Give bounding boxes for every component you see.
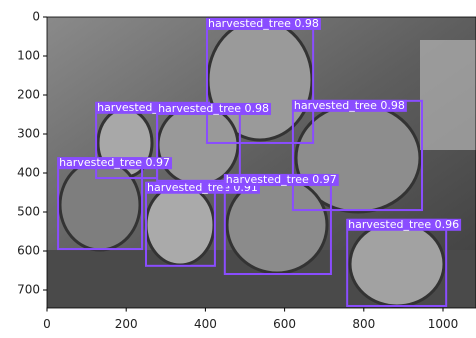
box-label: harvested_tree 0.97 (226, 173, 337, 186)
y-tick-label: 300 (17, 127, 40, 141)
y-tick-label: 500 (17, 205, 40, 219)
x-tick-label: 800 (352, 317, 375, 331)
y-tick-label: 400 (17, 166, 40, 180)
x-tick-label: 1000 (428, 317, 459, 331)
box-label: harvested_tree 0.98 (208, 17, 319, 30)
y-tick-label: 0 (32, 10, 40, 24)
x-tick-label: 600 (273, 317, 296, 331)
box-label: harvested_tree 0.98 (158, 102, 269, 115)
page: 0 200 400 600 800 1000 0 100 200 300 400 500 600 700 h… (0, 0, 476, 338)
x-tick-label: 200 (115, 317, 138, 331)
chart: 0 200 400 600 800 1000 0 100 200 300 400 500 600 700 h… (0, 0, 476, 338)
x-tick-label: 400 (194, 317, 217, 331)
box-label: harvested_tree 0.96 (348, 218, 459, 231)
y-tick-label: 100 (17, 49, 40, 63)
y-tick-label: 200 (17, 88, 40, 102)
box-label: harvested_tree 0.97 (59, 156, 170, 169)
x-tick-label: 0 (43, 317, 51, 331)
y-tick-label: 700 (17, 283, 40, 297)
box-label: harvested_tree 0.98 (294, 99, 405, 112)
y-tick-label: 600 (17, 244, 40, 258)
